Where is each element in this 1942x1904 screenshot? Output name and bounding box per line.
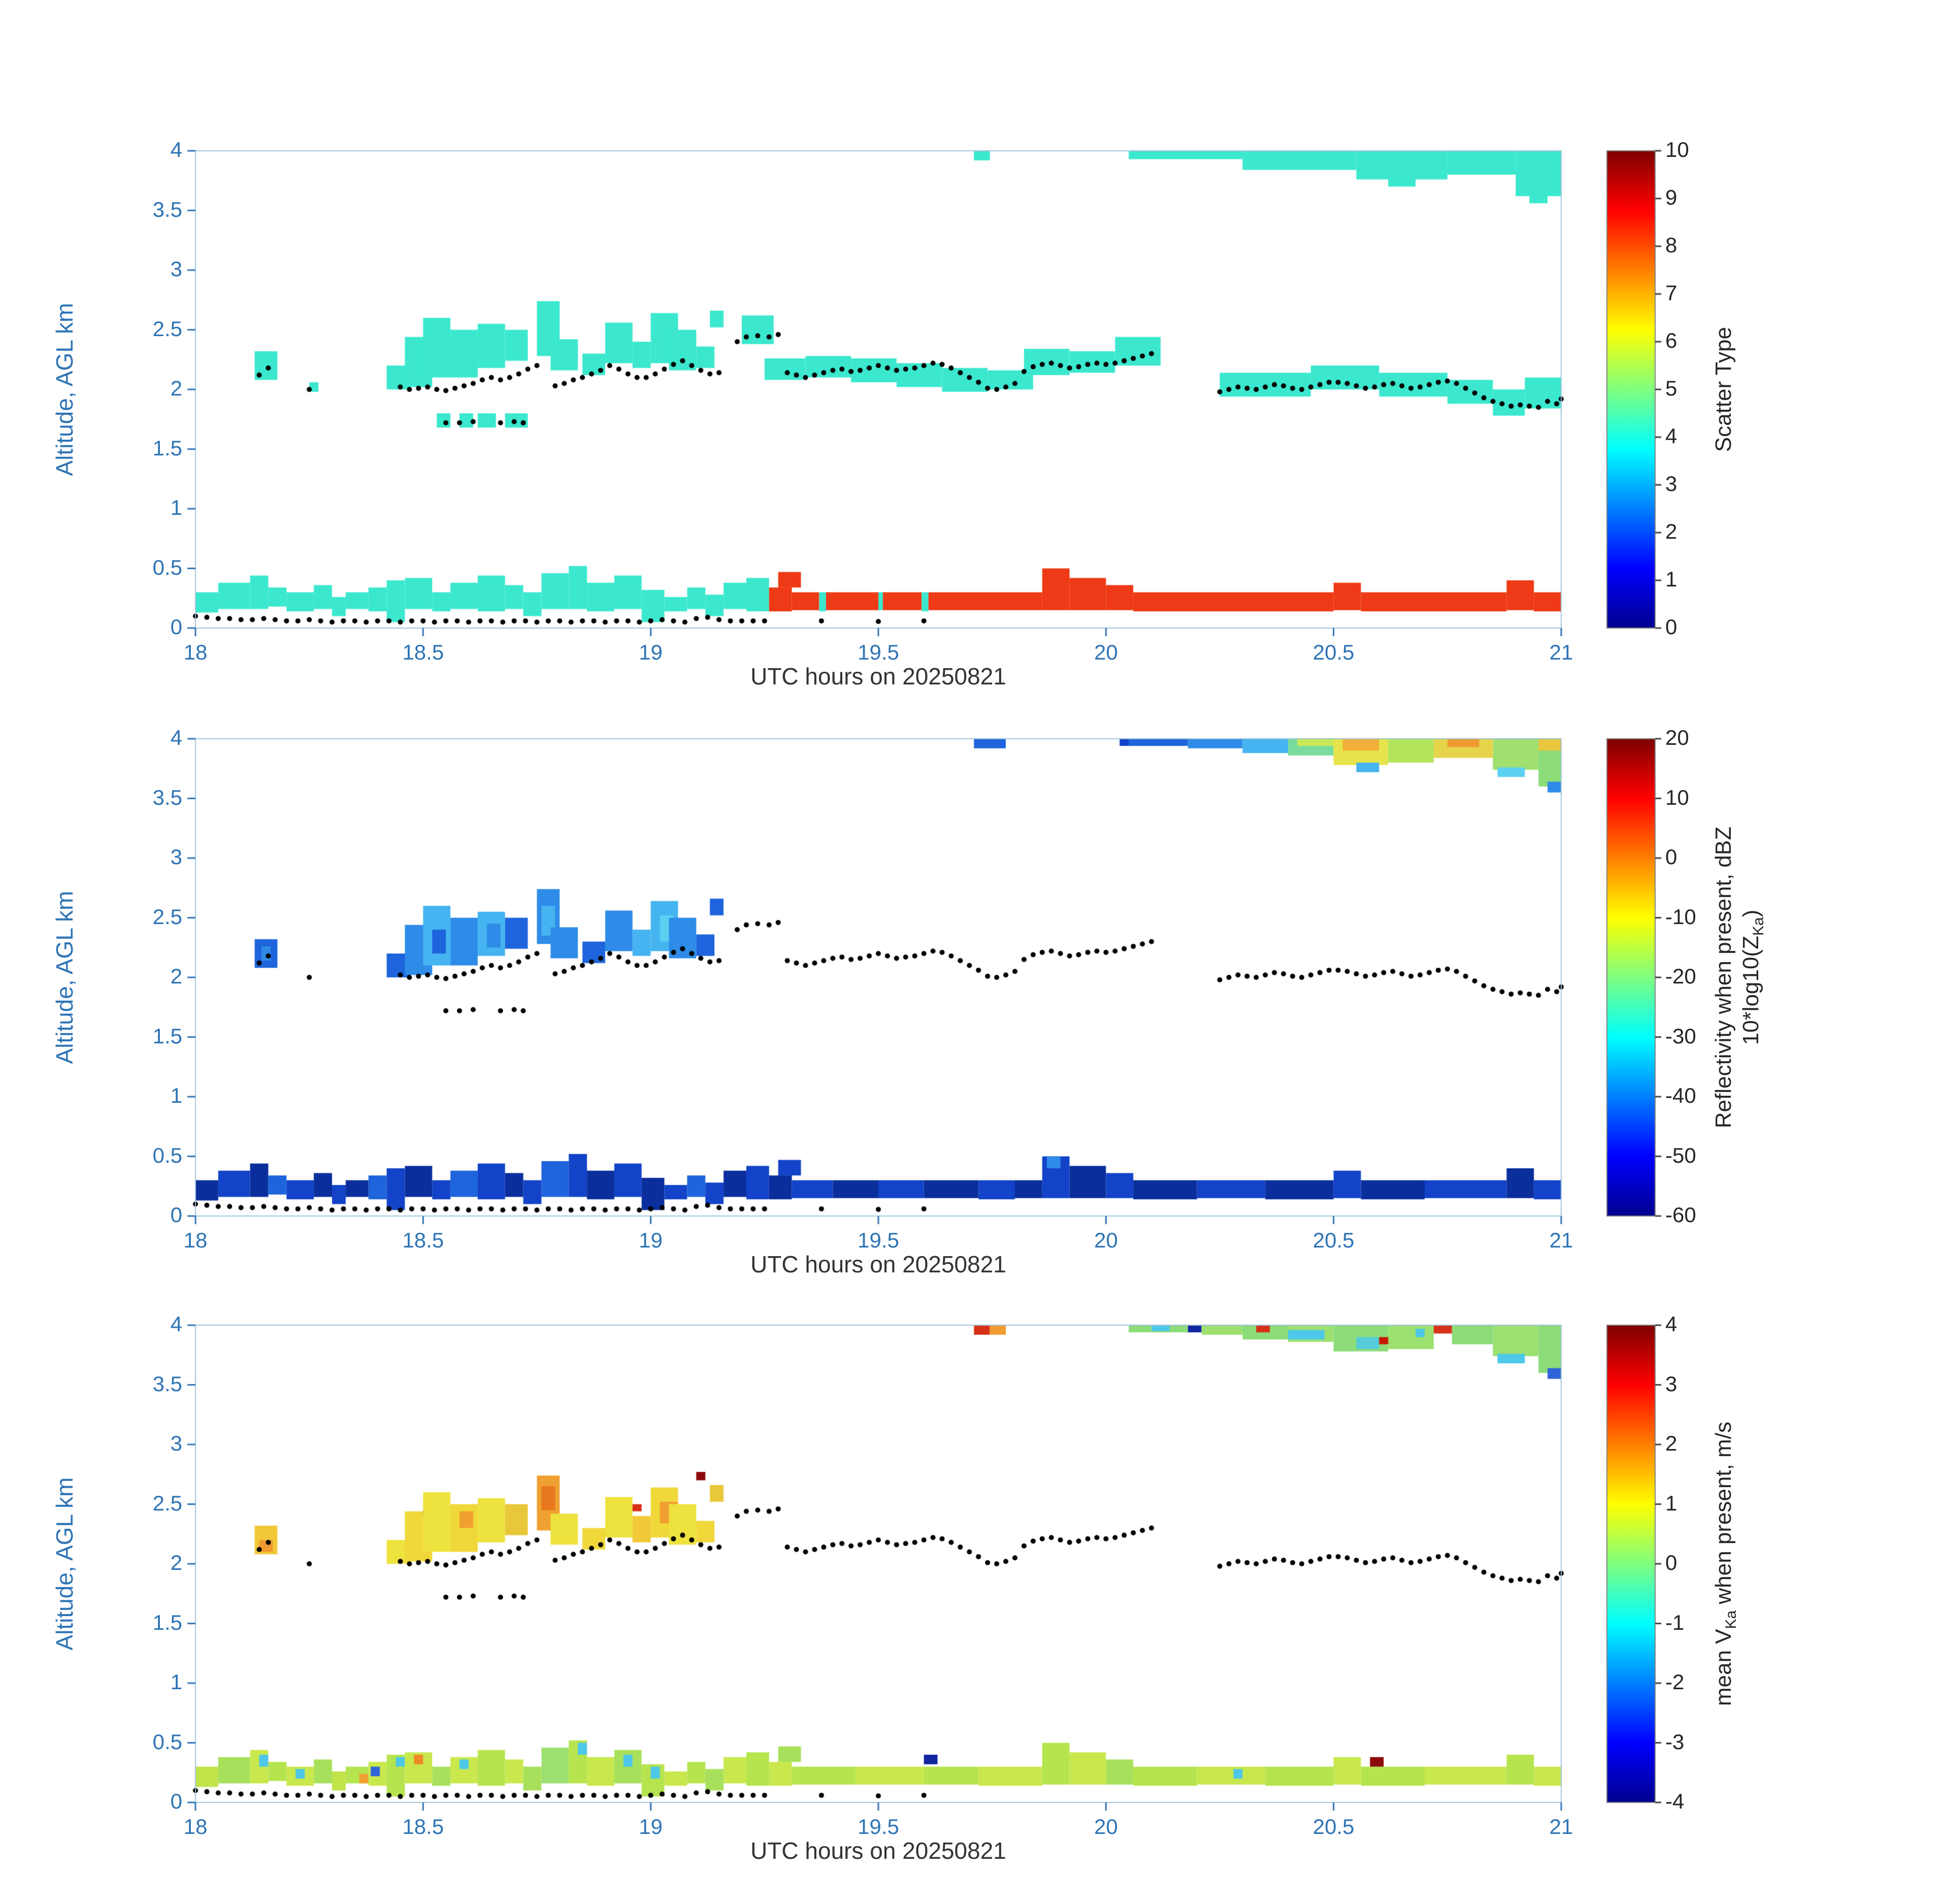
y-tick-label: 2.5 — [152, 904, 182, 929]
colorbar-tick-label: -20 — [1665, 964, 1696, 988]
x-axis-label-panel1: UTC hours on 20250821 — [750, 663, 1006, 690]
x-tick-label: 20.5 — [1312, 1815, 1355, 1839]
x-tick-label: 19 — [639, 640, 663, 664]
colorbar-tick-label: 4 — [1665, 1312, 1677, 1336]
colorbar-tick-label: 2 — [1665, 1431, 1677, 1455]
colorbar-tick-label: -10 — [1665, 904, 1696, 929]
y-tick-label: 2 — [170, 1551, 182, 1574]
colorbar-label-reflectivity: Reflectivity when present, dBZ 10*log10(Z… — [1711, 826, 1767, 1129]
y-tick-label: 0 — [170, 1789, 182, 1813]
y-tick-label: 1.5 — [152, 1024, 182, 1048]
colorbar-label-scatter-type: Scatter Type — [1711, 326, 1736, 452]
x-tick-label: 19 — [639, 1228, 663, 1252]
colorbar-label-mean-velocity: mean VKa when present, m/s — [1711, 1422, 1739, 1706]
y-tick-label: 0.5 — [152, 1729, 182, 1754]
x-tick-label: 21 — [1549, 640, 1573, 664]
x-tick-label: 20 — [1094, 1815, 1118, 1839]
colorbar-tick-label: 7 — [1665, 281, 1677, 305]
colorbar-tick-label: 1 — [1665, 567, 1677, 591]
y-tick-label: 0 — [170, 1203, 182, 1227]
x-tick-label: 20 — [1094, 640, 1118, 664]
colorbar-tick-label: 10 — [1665, 138, 1689, 161]
y-tick-label: 3.5 — [152, 1371, 182, 1396]
x-tick-label: 18.5 — [402, 640, 444, 664]
y-tick-label: 2.5 — [152, 316, 182, 341]
colorbar-tick-label: 6 — [1665, 329, 1677, 352]
colorbar-tick-label: -30 — [1665, 1024, 1696, 1048]
y-tick-label: 2 — [170, 964, 182, 988]
colorbar-tick-label: 8 — [1665, 233, 1677, 257]
y-tick-label: 0.5 — [152, 1143, 182, 1167]
colorbar-tick-label: 5 — [1665, 376, 1677, 400]
colorbar-tick-label: 0 — [1665, 845, 1677, 869]
colorbar-tick-label: -4 — [1665, 1789, 1685, 1813]
colorbar-tick-label: 0 — [1665, 1551, 1677, 1574]
x-tick-label: 19 — [639, 1815, 663, 1839]
x-tick-label: 20.5 — [1312, 640, 1355, 664]
y-tick-label: 3 — [170, 1431, 182, 1455]
y-tick-label: 2 — [170, 376, 182, 400]
x-tick-label: 19.5 — [858, 1815, 899, 1839]
x-tick-label: 18 — [183, 1228, 208, 1252]
x-tick-label: 19.5 — [858, 640, 899, 664]
colorbar-tick-label: 3 — [1665, 1371, 1677, 1396]
colorbar-tick-label: -40 — [1665, 1084, 1696, 1107]
colorbar-tick-label: 20 — [1665, 726, 1689, 749]
y-tick-label: 4 — [170, 726, 182, 749]
colorbar-tick-label: 9 — [1665, 185, 1677, 209]
y-tick-label: 0.5 — [152, 555, 182, 579]
x-tick-label: 18.5 — [402, 1815, 444, 1839]
y-tick-label: 1 — [170, 1084, 182, 1107]
y-tick-label: 3.5 — [152, 785, 182, 809]
y-tick-label: 2.5 — [152, 1491, 182, 1515]
x-tick-label: 20 — [1094, 1228, 1118, 1252]
y-tick-label: 4 — [170, 138, 182, 161]
x-tick-label: 20.5 — [1312, 1228, 1355, 1252]
y-tick-label: 1.5 — [152, 436, 182, 460]
colorbar-tick-label: 3 — [1665, 472, 1677, 496]
colorbar-tick-label: 0 — [1665, 615, 1677, 639]
colorbar-tick-label: 4 — [1665, 424, 1677, 448]
colorbar-tick-label: 1 — [1665, 1491, 1677, 1515]
y-tick-label: 1.5 — [152, 1610, 182, 1634]
y-tick-label: 3.5 — [152, 197, 182, 221]
colorbar-tick-label: -60 — [1665, 1203, 1696, 1227]
x-tick-label: 19.5 — [858, 1228, 899, 1252]
colorbar-tick-label: -1 — [1665, 1610, 1685, 1634]
y-tick-label: 1 — [170, 1670, 182, 1694]
y-tick-label: 3 — [170, 257, 182, 281]
colorbar-tick-label: 10 — [1665, 785, 1689, 809]
y-tick-label: 3 — [170, 845, 182, 869]
colorbar-tick-label: -3 — [1665, 1729, 1685, 1754]
x-axis-label-panel3: UTC hours on 20250821 — [750, 1837, 1006, 1864]
x-tick-label: 18.5 — [402, 1228, 444, 1252]
y-tick-label: 0 — [170, 615, 182, 639]
colorbar-tick-label: -50 — [1665, 1143, 1696, 1167]
colorbar-tick-label: -2 — [1665, 1670, 1685, 1694]
y-tick-label: 4 — [170, 1312, 182, 1336]
x-axis-label-panel2: UTC hours on 20250821 — [750, 1251, 1006, 1277]
colorbar-tick-label: 2 — [1665, 519, 1677, 543]
x-tick-label: 18 — [183, 640, 208, 664]
y-tick-label: 1 — [170, 496, 182, 519]
x-tick-label: 21 — [1549, 1815, 1573, 1839]
x-tick-label: 18 — [183, 1815, 208, 1839]
x-tick-label: 21 — [1549, 1228, 1573, 1252]
